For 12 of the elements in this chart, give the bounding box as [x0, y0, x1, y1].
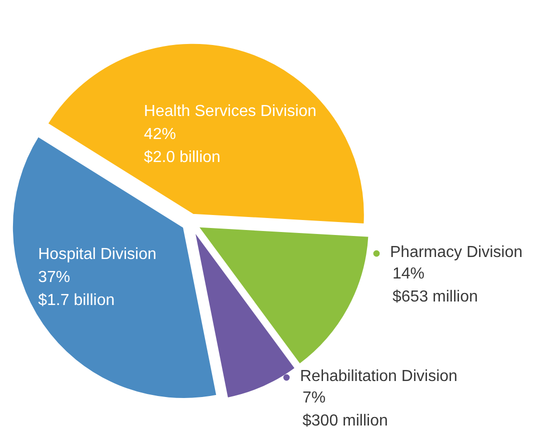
data-label: 14% [392, 266, 425, 282]
data-label: 42% [144, 126, 176, 143]
data-label: 7% [302, 390, 326, 406]
slice-label: Hospital Division [38, 246, 156, 263]
text: $1.7 billion [38, 292, 115, 309]
legend-label: Pharmacy Division [390, 244, 522, 262]
text: $2.0 billion [144, 148, 220, 166]
slice-label: Health Services Division [144, 102, 316, 120]
text: $300 million [302, 412, 388, 430]
legend-label: Rehabilitation Division [300, 368, 458, 386]
text: $653 million [392, 288, 478, 306]
data-label: 37% [38, 268, 70, 286]
